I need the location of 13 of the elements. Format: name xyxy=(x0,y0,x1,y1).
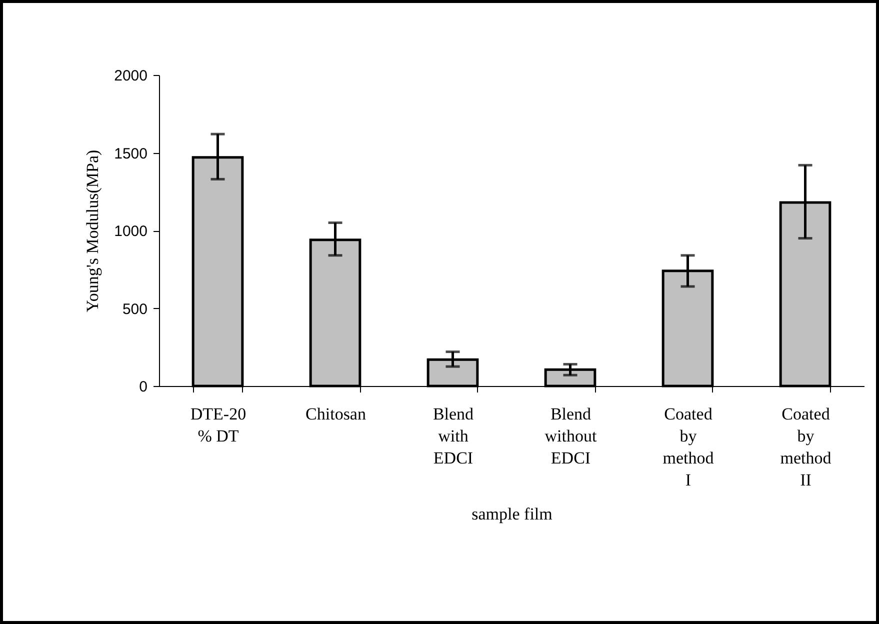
x-tick-label: Coated by method II xyxy=(780,404,832,490)
x-tick-label: Chitosan xyxy=(306,404,366,424)
y-tick-label: 500 xyxy=(122,300,148,318)
x-tick-label: Blend with EDCI xyxy=(432,404,474,468)
x-tick-label: Coated by method I xyxy=(662,404,714,490)
x-tick-label: DTE-20 % DT xyxy=(190,404,246,446)
y-axis-title: Young's Modulus(MPa) xyxy=(83,150,102,312)
y-tick-label: 2000 xyxy=(114,68,148,84)
x-tick-label: Blend without EDCI xyxy=(544,404,597,468)
y-tick-label: 0 xyxy=(139,378,148,396)
y-tick-label: 1000 xyxy=(114,223,148,240)
x-axis-title: sample film xyxy=(472,504,552,524)
y-tick-label: 1500 xyxy=(114,145,148,162)
